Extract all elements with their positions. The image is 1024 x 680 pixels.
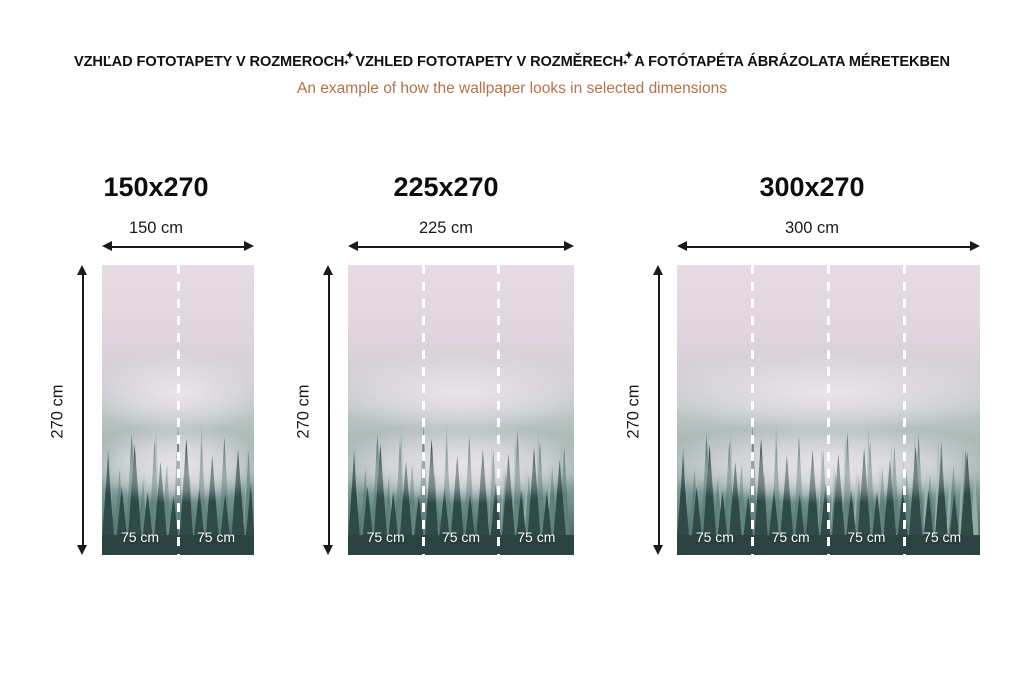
panel-height-label: 270 cm bbox=[48, 384, 67, 439]
arrow-line bbox=[355, 246, 567, 248]
arrow-tip-left-icon bbox=[348, 241, 358, 251]
arrow-line bbox=[328, 272, 330, 548]
arrow-tip-left-icon bbox=[677, 241, 687, 251]
arrow-line bbox=[658, 272, 660, 548]
height-dimension-arrow bbox=[323, 265, 334, 555]
segment-width-label: 75 cm bbox=[120, 529, 160, 545]
panel-title: 300x270 bbox=[759, 172, 865, 202]
arrow-tip-right-icon bbox=[970, 241, 980, 251]
arrow-line bbox=[684, 246, 973, 248]
page-title: VZHĽAD FOTOTAPETY V ROZMEROCH ✦ ✦ VZHLED FO… bbox=[0, 50, 1024, 71]
panel-seam-line bbox=[902, 265, 906, 555]
wallpaper-preview-image: 75 cm 75 cm bbox=[102, 265, 254, 555]
segment-width-label: 75 cm bbox=[847, 529, 886, 545]
segment-width-label: 75 cm bbox=[517, 529, 556, 545]
segment-width-label: 75 cm bbox=[441, 529, 481, 545]
panel-seam-line bbox=[421, 265, 425, 555]
panel-seam-line bbox=[751, 265, 755, 555]
arrow-tip-right-icon bbox=[564, 241, 574, 251]
arrow-tip-bottom-icon bbox=[77, 545, 87, 555]
title-part-sk: VZHĽAD FOTOTAPETY V ROZMEROCH bbox=[73, 54, 345, 70]
sparkle-icon: ✦ ✦ bbox=[343, 50, 355, 68]
arrow-tip-top-icon bbox=[653, 265, 663, 275]
arrow-line bbox=[109, 246, 247, 248]
title-part-hu: A FOTÓTAPÉTA ÁBRÁZOLATA MÉRETEKBEN bbox=[634, 54, 950, 70]
width-dimension-arrow bbox=[677, 241, 980, 252]
arrow-tip-bottom-icon bbox=[653, 545, 663, 555]
panel-width-label: 300 cm bbox=[784, 219, 840, 237]
sparkle-icon: ✦ ✦ bbox=[622, 50, 634, 68]
segment-width-label: 75 cm bbox=[366, 529, 405, 545]
arrow-tip-right-icon bbox=[244, 241, 254, 251]
size-panel-225x270: 225x270 225 cm 270 cm bbox=[295, 0, 592, 680]
arrow-tip-top-icon bbox=[77, 265, 87, 275]
size-panel-150x270: 150x270 150 cm 270 cm bbox=[40, 0, 272, 680]
wallpaper-preview-image: 75 cm 75 cm 75 cm 75 cm bbox=[677, 265, 980, 555]
height-dimension-arrow bbox=[653, 265, 664, 555]
size-panel-300x270: 300x270 300 cm 270 cm bbox=[625, 0, 992, 680]
page-subtitle: An example of how the wallpaper looks in… bbox=[297, 80, 727, 97]
width-dimension-arrow bbox=[102, 241, 254, 252]
segment-width-label: 75 cm bbox=[923, 529, 962, 545]
width-dimension-arrow bbox=[348, 241, 574, 252]
sky-gradient bbox=[348, 265, 574, 555]
panel-height-label: 270 cm bbox=[294, 384, 313, 439]
panel-seam-line bbox=[827, 265, 830, 555]
segment-width-label: 75 cm bbox=[695, 529, 734, 545]
title-part-cs: VZHLED FOTOTAPETY V ROZMĚRECH bbox=[355, 54, 624, 70]
panel-seam-line bbox=[176, 265, 180, 555]
wallpaper-preview-image: 75 cm 75 cm 75 cm bbox=[348, 265, 574, 555]
segment-width-label: 75 cm bbox=[771, 529, 810, 545]
panel-width-label: 225 cm bbox=[418, 219, 474, 237]
panel-title: 225x270 bbox=[393, 172, 499, 202]
arrow-tip-bottom-icon bbox=[323, 545, 333, 555]
arrow-line bbox=[82, 272, 84, 548]
segment-width-label: 75 cm bbox=[196, 529, 236, 545]
height-dimension-arrow bbox=[77, 265, 88, 555]
arrow-tip-left-icon bbox=[102, 241, 112, 251]
panel-height-label: 270 cm bbox=[624, 384, 643, 439]
arrow-tip-top-icon bbox=[323, 265, 333, 275]
panel-title: 150x270 bbox=[103, 172, 209, 202]
panel-width-label: 150 cm bbox=[128, 219, 184, 237]
panel-seam-line bbox=[497, 265, 501, 555]
